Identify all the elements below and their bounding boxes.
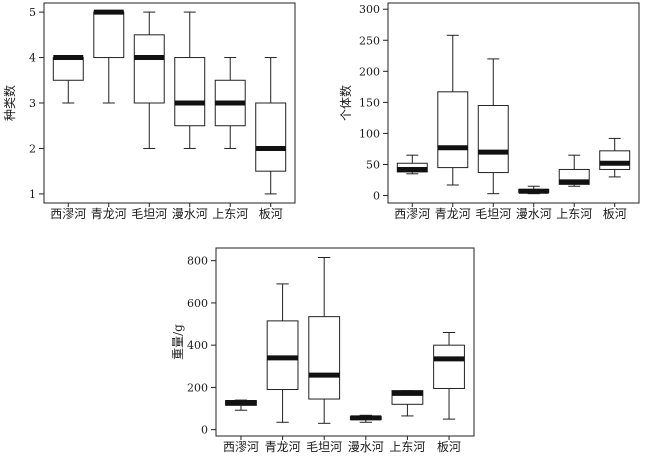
iqr-box [266, 320, 299, 391]
category-label: 上东河 [389, 440, 425, 454]
box-6: 板河 [433, 331, 465, 454]
category-label: 西漻河 [394, 207, 430, 221]
box-1: 西漻河 [223, 399, 259, 454]
iqr-box [433, 344, 465, 389]
y-tick-label: 0 [373, 190, 380, 203]
y-tick-label: 200 [187, 381, 208, 394]
category-label: 毛坦河 [306, 440, 342, 454]
y-tick-label: 300 [359, 3, 380, 16]
y-axis-label: 个体数 [338, 85, 353, 121]
iqr-box [93, 11, 125, 59]
y-tick-label: 50 [366, 158, 380, 171]
y-tick-label: 2 [29, 142, 36, 155]
box-4: 漫水河 [516, 185, 552, 221]
category-label: 漫水河 [516, 207, 552, 221]
category-label: 板河 [437, 440, 461, 454]
box-3: 毛坦河 [131, 11, 167, 221]
category-label: 西漻河 [50, 207, 86, 221]
category-label: 毛坦河 [131, 207, 167, 221]
box-6: 板河 [255, 57, 287, 221]
box-1: 西漻河 [50, 55, 86, 221]
y-tick-label: 800 [187, 255, 208, 268]
y-tick-label: 4 [29, 52, 36, 65]
category-label: 青龙河 [265, 440, 301, 454]
box-3: 毛坦河 [475, 58, 511, 221]
iqr-box [52, 57, 84, 81]
box-4: 漫水河 [348, 414, 384, 454]
box-1: 西漻河 [394, 154, 430, 221]
chart-panel-3: 0 200 400 600 800 重量/g 西漻河 青龙河 毛坦河 漫水河 上东河 板河 [171, 247, 475, 454]
y-axis-label: 重量/g [171, 324, 185, 360]
category-label: 青龙河 [435, 207, 471, 221]
y-tick-label: 600 [187, 297, 208, 310]
box-5: 上东河 [389, 390, 425, 454]
y-tick-label: 150 [359, 96, 380, 109]
category-label: 青龙河 [91, 207, 127, 221]
category-label: 漫水河 [172, 207, 208, 221]
iqr-box [477, 104, 509, 174]
category-label: 西漻河 [223, 440, 259, 454]
box-6: 板河 [599, 137, 631, 221]
box-4: 漫水河 [172, 11, 208, 221]
iqr-box [255, 102, 287, 172]
plot-frame [387, 2, 640, 204]
y-tick-label: 400 [187, 339, 208, 352]
box-5: 上东河 [556, 154, 592, 221]
plot-frame [215, 247, 475, 437]
y-tick-label: 3 [29, 97, 36, 110]
category-label: 板河 [259, 207, 283, 221]
iqr-box [599, 150, 631, 170]
box-5: 上东河 [212, 57, 248, 221]
box-2: 青龙河 [265, 283, 301, 454]
category-label: 上东河 [556, 207, 592, 221]
y-tick-label: 1 [29, 188, 36, 201]
y-tick-label: 0 [201, 424, 208, 437]
y-tick-label: 200 [359, 65, 380, 78]
y-tick-label: 5 [29, 6, 36, 19]
y-axis-label: 种类数 [2, 85, 17, 121]
y-tick-label: 100 [359, 127, 380, 140]
iqr-box [174, 57, 206, 127]
box-3: 毛坦河 [306, 257, 342, 454]
y-tick-label: 250 [359, 34, 380, 47]
category-label: 板河 [603, 207, 627, 221]
iqr-box [308, 316, 341, 400]
iqr-box [437, 91, 469, 169]
iqr-box [133, 34, 165, 104]
box-2: 青龙河 [435, 34, 471, 221]
category-label: 毛坦河 [475, 207, 511, 221]
box-2: 青龙河 [91, 9, 127, 221]
category-label: 漫水河 [348, 440, 384, 454]
category-label: 上东河 [212, 207, 248, 221]
